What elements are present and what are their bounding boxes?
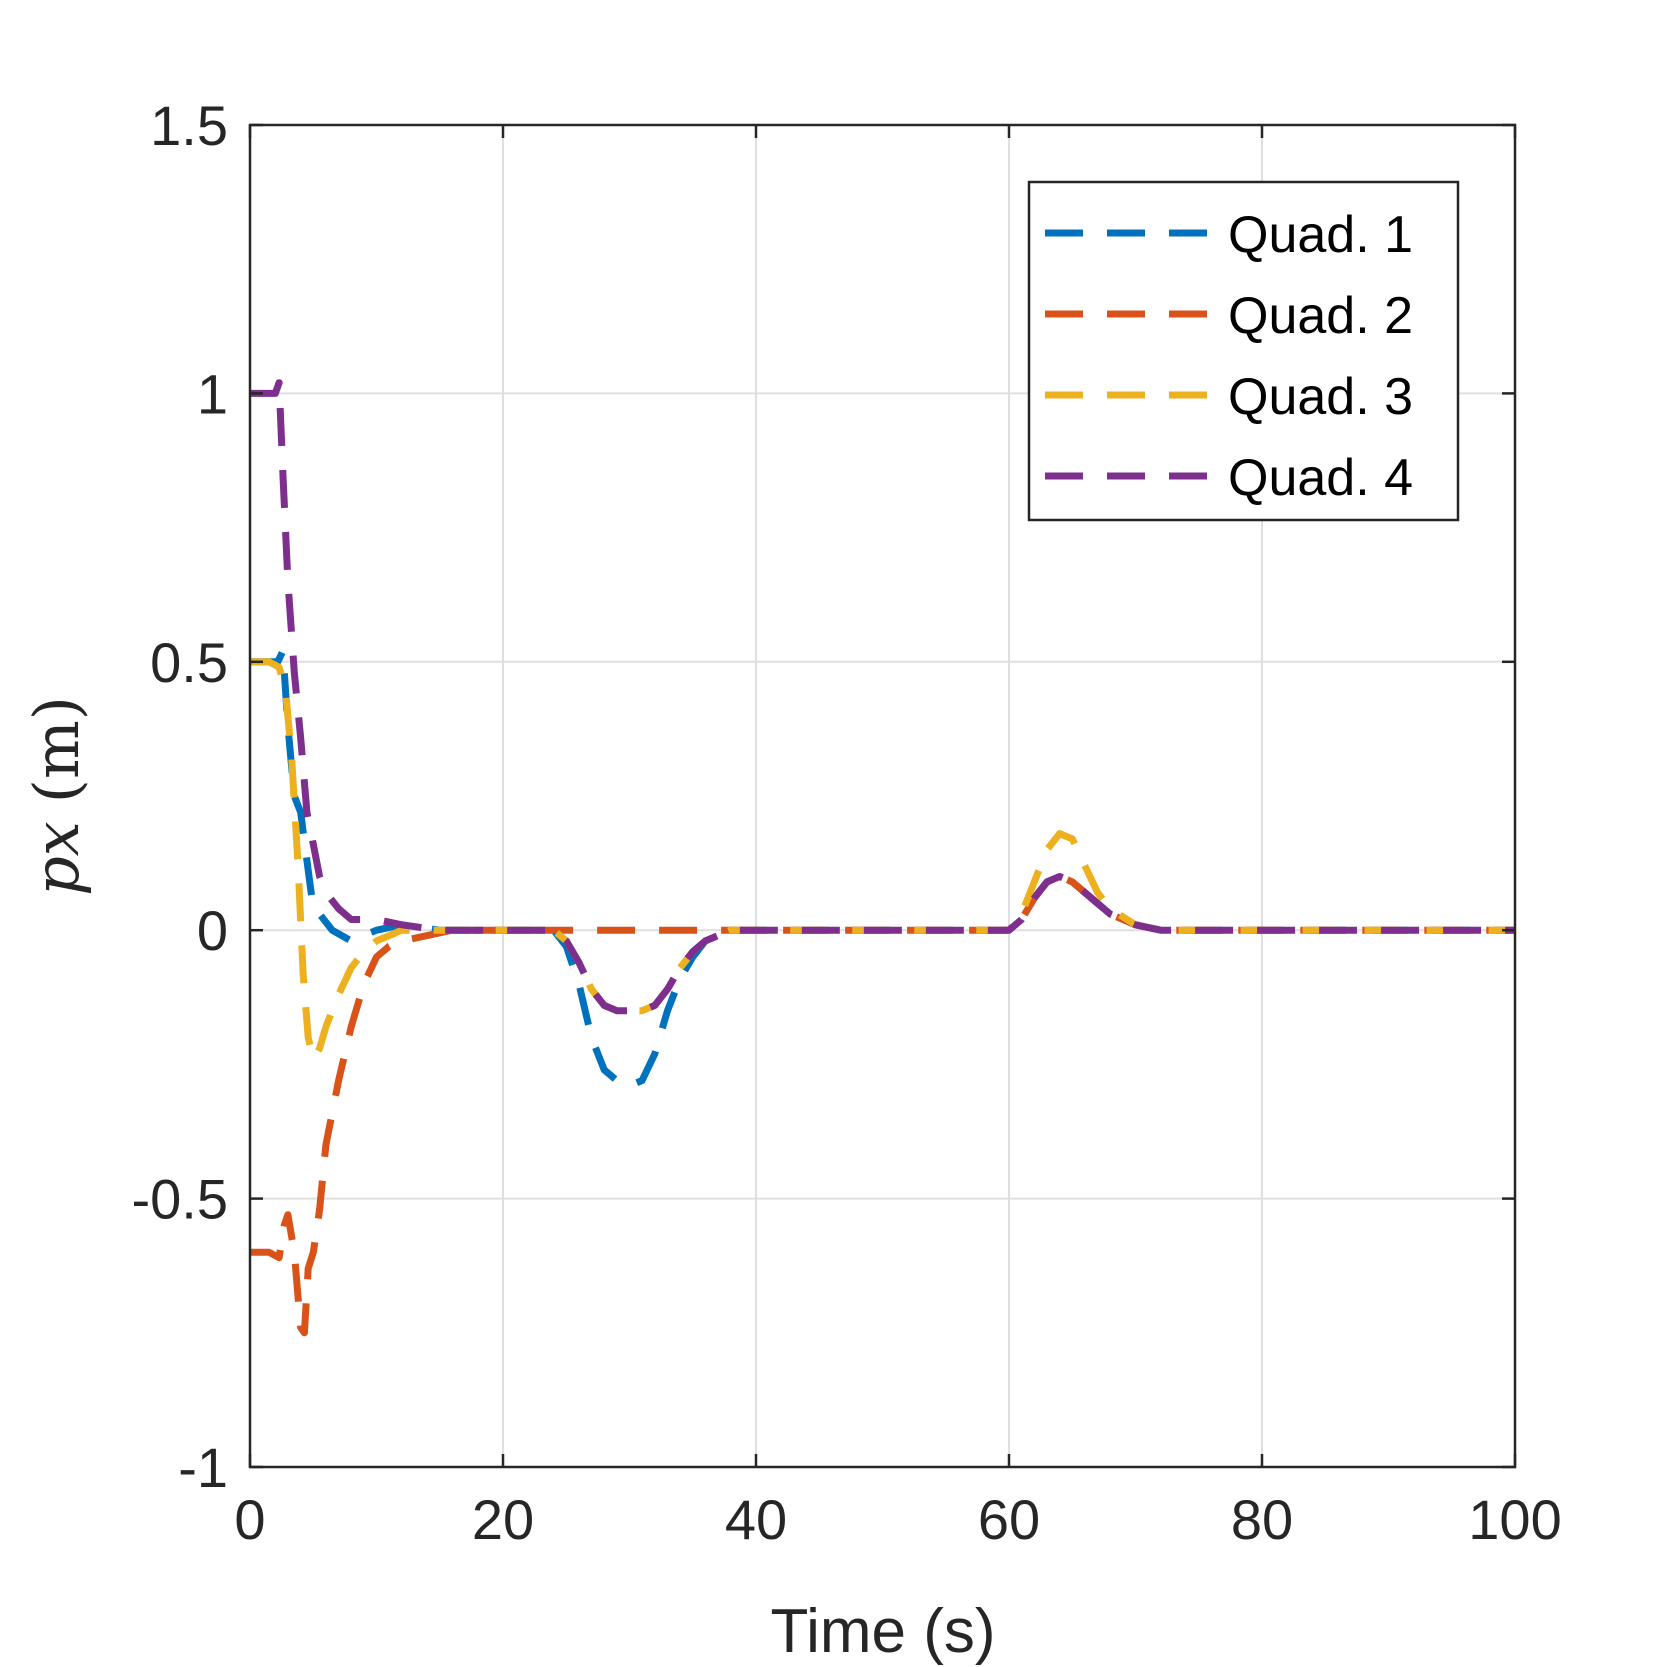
series-lines	[250, 379, 1515, 1337]
x-tick-labels: 0 20 40 60 80 100	[234, 1488, 1561, 1551]
y-axis-unit: (m)	[20, 696, 93, 803]
series-line-quad-4	[250, 379, 1515, 1015]
y-tick-label: 1	[197, 362, 228, 425]
legend-box	[1027, 180, 1460, 522]
plot-area-border	[248, 123, 1517, 1469]
legend-entry-quad-4: Quad. 4	[1045, 449, 1413, 507]
y-tick-label: 0.5	[150, 631, 228, 694]
legend-entry-quad-3: Quad. 3	[1045, 368, 1413, 426]
legend-entry-quad-2: Quad. 2	[1045, 287, 1413, 345]
x-axis-title: Time (s)	[771, 1597, 996, 1666]
x-tick-label: 80	[1231, 1488, 1293, 1551]
legend-label: Quad. 3	[1228, 368, 1413, 426]
axis-ticks	[248, 123, 1517, 1469]
y-tick-label: 1.5	[150, 94, 228, 157]
x-tick-label: 60	[978, 1488, 1040, 1551]
legend-label: Quad. 2	[1228, 287, 1413, 345]
legend-label: Quad. 1	[1228, 206, 1413, 264]
x-tick-label: 100	[1468, 1488, 1561, 1551]
x-tick-label: 20	[472, 1488, 534, 1551]
y-axis-variable: px	[20, 821, 93, 896]
y-tick-label: 0	[197, 899, 228, 962]
legend-entry-quad-1: Quad. 1	[1045, 206, 1413, 264]
svg-text:px(m): px (m)	[20, 696, 93, 896]
x-tick-label: 40	[725, 1488, 787, 1551]
x-tick-label: 0	[234, 1488, 265, 1551]
legend-label: Quad. 4	[1228, 449, 1413, 507]
y-tick-labels: -1 -0.5 0 0.5 1 1.5	[132, 94, 229, 1499]
legend: Quad. 1 Quad. 2 Quad. 3 Quad. 4	[1027, 180, 1460, 522]
y-axis-title: px (m)	[20, 696, 93, 896]
y-tick-label: -1	[178, 1436, 228, 1499]
y-tick-label: -0.5	[132, 1168, 229, 1231]
